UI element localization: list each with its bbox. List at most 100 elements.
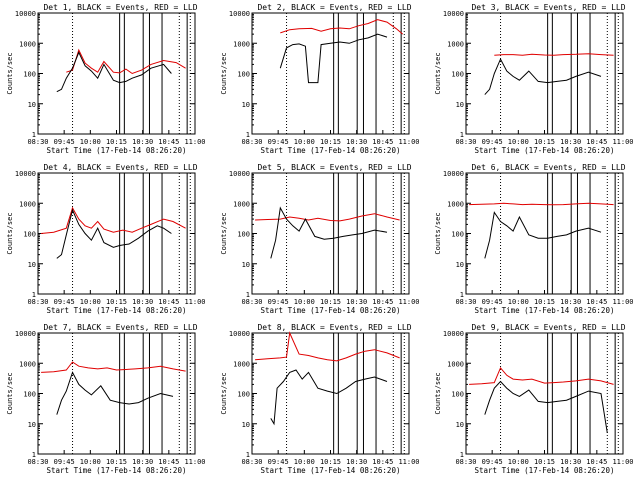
y-tick-label: 10 bbox=[28, 421, 36, 429]
panel-title: Det 5, BLACK = Events, RED = LLD bbox=[257, 163, 411, 172]
x-tick-label: 10:45 bbox=[158, 298, 179, 306]
events-series-line bbox=[56, 371, 174, 415]
x-tick-label: 09:45 bbox=[268, 458, 289, 466]
y-tick-label: 10 bbox=[456, 261, 464, 269]
panel-title: Det 7, BLACK = Events, RED = LLD bbox=[43, 323, 197, 332]
x-tick-label: 10:45 bbox=[586, 458, 607, 466]
x-tick-label: 10:15 bbox=[320, 138, 341, 146]
x-tick-label: 10:30 bbox=[132, 138, 153, 146]
lld-series-line bbox=[494, 53, 614, 56]
y-tick-label: 10 bbox=[28, 261, 36, 269]
detector-panel-3: 1 10 100 1000 10000 08:30 09:45 10:00 10:15 10:30… bbox=[434, 3, 634, 155]
y-tick-label: 1 bbox=[32, 131, 36, 139]
lld-series-line bbox=[41, 361, 186, 373]
x-tick-label: 10:30 bbox=[560, 458, 581, 466]
x-tick-label: 11:00 bbox=[612, 298, 633, 306]
y-tick-label: 1 bbox=[246, 291, 250, 299]
panel-title: Det 3, BLACK = Events, RED = LLD bbox=[471, 3, 625, 12]
x-tick-label: 11:00 bbox=[184, 138, 205, 146]
y-tick-label: 10 bbox=[456, 421, 464, 429]
events-series-line bbox=[56, 208, 172, 259]
panel-title: Det 2, BLACK = Events, RED = LLD bbox=[257, 3, 411, 12]
y-tick-label: 1 bbox=[460, 131, 464, 139]
x-tick-label: 10:00 bbox=[80, 458, 101, 466]
events-series-line bbox=[484, 211, 602, 259]
y-tick-label: 100 bbox=[237, 71, 250, 79]
x-axis-label: Start Time (17-Feb-14 08:26:20) bbox=[475, 466, 615, 475]
y-tick-label: 100 bbox=[23, 231, 36, 239]
y-axis-label: Counts/sec bbox=[220, 52, 228, 94]
x-tick-label: 10:30 bbox=[560, 138, 581, 146]
detector-panel-2: 1 10 100 1000 10000 08:30 09:45 10:00 10:15 10:30… bbox=[220, 3, 420, 155]
y-axis-label: Counts/sec bbox=[220, 212, 228, 254]
y-tick-label: 10000 bbox=[443, 330, 464, 338]
x-tick-label: 09:45 bbox=[482, 138, 503, 146]
x-tick-label: 10:30 bbox=[346, 458, 367, 466]
y-tick-label: 1 bbox=[460, 291, 464, 299]
panel-title: Det 8, BLACK = Events, RED = LLD bbox=[257, 323, 411, 332]
y-axis-label: Counts/sec bbox=[6, 52, 14, 94]
x-axis-label: Start Time (17-Feb-14 08:26:20) bbox=[47, 146, 187, 155]
y-tick-label: 1000 bbox=[447, 40, 464, 48]
y-tick-label: 1 bbox=[32, 291, 36, 299]
lld-series-line bbox=[255, 213, 400, 222]
x-tick-label: 11:00 bbox=[184, 298, 205, 306]
events-series-line bbox=[484, 57, 602, 95]
x-tick-label: 11:00 bbox=[398, 138, 419, 146]
x-tick-label: 08:30 bbox=[241, 458, 262, 466]
x-tick-label: 10:15 bbox=[106, 138, 127, 146]
x-tick-label: 10:30 bbox=[346, 138, 367, 146]
x-tick-label: 10:00 bbox=[508, 298, 529, 306]
x-tick-label: 10:00 bbox=[508, 138, 529, 146]
plot-frame bbox=[37, 172, 196, 295]
detector-panel-6: 1 10 100 1000 10000 08:30 09:45 10:00 10:15 10:30… bbox=[434, 163, 634, 315]
x-axis-label: Start Time (17-Feb-14 08:26:20) bbox=[261, 306, 401, 315]
y-axis-label: Counts/sec bbox=[6, 372, 14, 414]
x-tick-label: 11:00 bbox=[612, 458, 633, 466]
panel-title: Det 1, BLACK = Events, RED = LLD bbox=[43, 3, 197, 12]
y-tick-label: 10000 bbox=[229, 330, 250, 338]
x-tick-label: 10:15 bbox=[106, 458, 127, 466]
y-tick-label: 10 bbox=[28, 101, 36, 109]
x-tick-label: 10:45 bbox=[158, 458, 179, 466]
y-tick-label: 10000 bbox=[15, 330, 36, 338]
x-tick-label: 10:00 bbox=[80, 138, 101, 146]
y-tick-label: 10000 bbox=[15, 170, 36, 178]
y-tick-label: 1 bbox=[246, 131, 250, 139]
plot-frame bbox=[251, 172, 410, 295]
x-tick-label: 10:15 bbox=[320, 298, 341, 306]
y-tick-label: 100 bbox=[451, 71, 464, 79]
x-tick-label: 10:15 bbox=[320, 458, 341, 466]
y-tick-label: 10 bbox=[242, 101, 250, 109]
x-tick-label: 10:00 bbox=[294, 298, 315, 306]
x-tick-label: 08:30 bbox=[241, 298, 262, 306]
y-tick-label: 1000 bbox=[233, 40, 250, 48]
y-tick-label: 100 bbox=[237, 231, 250, 239]
y-tick-label: 1000 bbox=[233, 200, 250, 208]
x-tick-label: 08:30 bbox=[27, 138, 48, 146]
y-tick-label: 100 bbox=[237, 391, 250, 399]
detector-panel-1: 1 10 100 1000 10000 08:30 09:45 10:00 10:15 10:30… bbox=[6, 3, 206, 155]
x-tick-label: 09:45 bbox=[54, 458, 75, 466]
x-axis-label: Start Time (17-Feb-14 08:26:20) bbox=[261, 466, 401, 475]
x-tick-label: 10:45 bbox=[372, 298, 393, 306]
detector-panel-5: 1 10 100 1000 10000 08:30 09:45 10:00 10:15 10:30… bbox=[220, 163, 420, 315]
y-tick-label: 10 bbox=[242, 421, 250, 429]
x-tick-label: 11:00 bbox=[398, 458, 419, 466]
plot-frame bbox=[37, 332, 196, 455]
x-tick-label: 08:30 bbox=[241, 138, 262, 146]
x-tick-label: 10:00 bbox=[294, 138, 315, 146]
x-tick-label: 10:45 bbox=[372, 138, 393, 146]
y-tick-label: 10000 bbox=[443, 10, 464, 18]
x-tick-label: 10:30 bbox=[132, 298, 153, 306]
detector-panel-9: 1 10 100 1000 10000 08:30 09:45 10:00 10:15 10:30… bbox=[434, 323, 634, 475]
y-tick-label: 100 bbox=[23, 71, 36, 79]
y-axis-label: Counts/sec bbox=[6, 212, 14, 254]
x-tick-label: 10:30 bbox=[346, 298, 367, 306]
x-tick-label: 09:45 bbox=[54, 138, 75, 146]
x-tick-label: 09:45 bbox=[482, 298, 503, 306]
y-axis-label: Counts/sec bbox=[434, 52, 442, 94]
plot-frame bbox=[251, 332, 410, 455]
x-tick-label: 10:15 bbox=[534, 298, 555, 306]
